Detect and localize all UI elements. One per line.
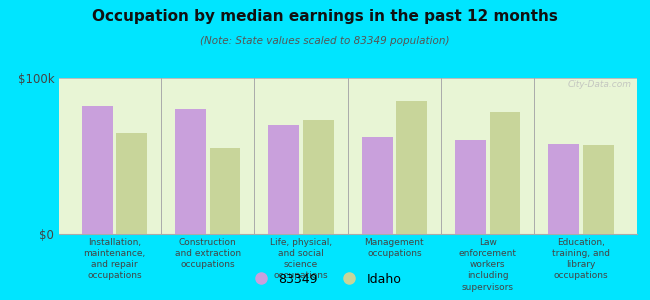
- Text: Occupation by median earnings in the past 12 months: Occupation by median earnings in the pas…: [92, 9, 558, 24]
- Text: City-Data.com: City-Data.com: [567, 80, 631, 88]
- Text: (Note: State values scaled to 83349 population): (Note: State values scaled to 83349 popu…: [200, 36, 450, 46]
- Legend: 83349, Idaho: 83349, Idaho: [244, 268, 406, 291]
- Bar: [583, 145, 614, 234]
- Bar: [210, 148, 240, 234]
- Bar: [175, 109, 206, 234]
- Bar: [268, 125, 299, 234]
- Bar: [455, 140, 486, 234]
- Bar: [362, 137, 393, 234]
- Bar: [116, 133, 147, 234]
- Bar: [549, 143, 579, 234]
- Bar: [489, 112, 521, 234]
- Bar: [396, 101, 427, 234]
- Bar: [303, 120, 333, 234]
- Bar: [82, 106, 112, 234]
